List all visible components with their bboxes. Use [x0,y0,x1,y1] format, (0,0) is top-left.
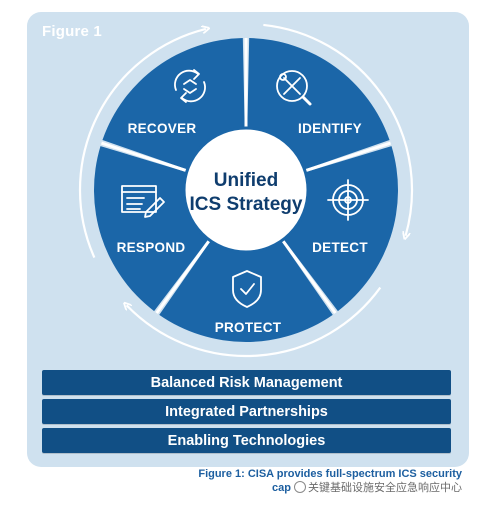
center-title-line1: Unified [214,170,278,191]
caption-line-2-start: cap [271,482,291,494]
segment-divider [155,239,211,314]
segment-label-recover: RECOVER [128,121,197,136]
pillar-bar-partnerships: Integrated Partnerships [42,399,451,424]
watermark-logo-icon [294,481,306,493]
segment-divider [304,141,392,173]
figure-caption: Figure 1: CISA provides full-spectrum IC… [162,467,462,495]
segment-detect [283,146,399,312]
caption-line-2: cap 关键基础设施安全应急响应中心 [162,481,462,495]
pillar-bar-technologies: Enabling Technologies [42,428,451,453]
tools-magnifier-icon [276,70,312,106]
caption-line-1: Figure 1: CISA provides full-spectrum IC… [198,468,462,480]
segment-label-respond: RESPOND [117,240,186,255]
cycle-arrow-3 [78,29,206,258]
figure-label: Figure 1 [42,23,102,40]
segment-label-detect: DETECT [312,240,368,255]
segment-divider [100,141,188,173]
cycle-arrows [78,23,414,358]
segment-label-identify: IDENTIFY [298,121,362,136]
segment-icons [121,69,369,308]
cycle-arrow-2 [127,286,382,358]
cycle-arrow-1 [263,23,414,236]
segment-identify [247,38,390,170]
document-edit-icon [121,185,165,218]
center-title-line2: ICS Strategy [190,194,303,215]
radar-target-icon [327,179,369,221]
segment-divider [281,239,337,314]
segment-labels: IDENTIFY DETECT PROTECT RESPOND RECOVER [117,121,368,335]
segment-recover [102,38,245,170]
segment-protect [159,240,333,342]
shield-check-icon [232,270,262,308]
watermark-text: 关键基础设施安全应急响应中心 [308,482,462,494]
center-hub [182,126,310,254]
segment-label-protect: PROTECT [215,320,282,335]
cycle-arrows-icon [174,69,206,103]
pillar-bar-risk-management: Balanced Risk Management [42,370,451,395]
watermark: 关键基础设施安全应急响应中心 [294,481,462,494]
